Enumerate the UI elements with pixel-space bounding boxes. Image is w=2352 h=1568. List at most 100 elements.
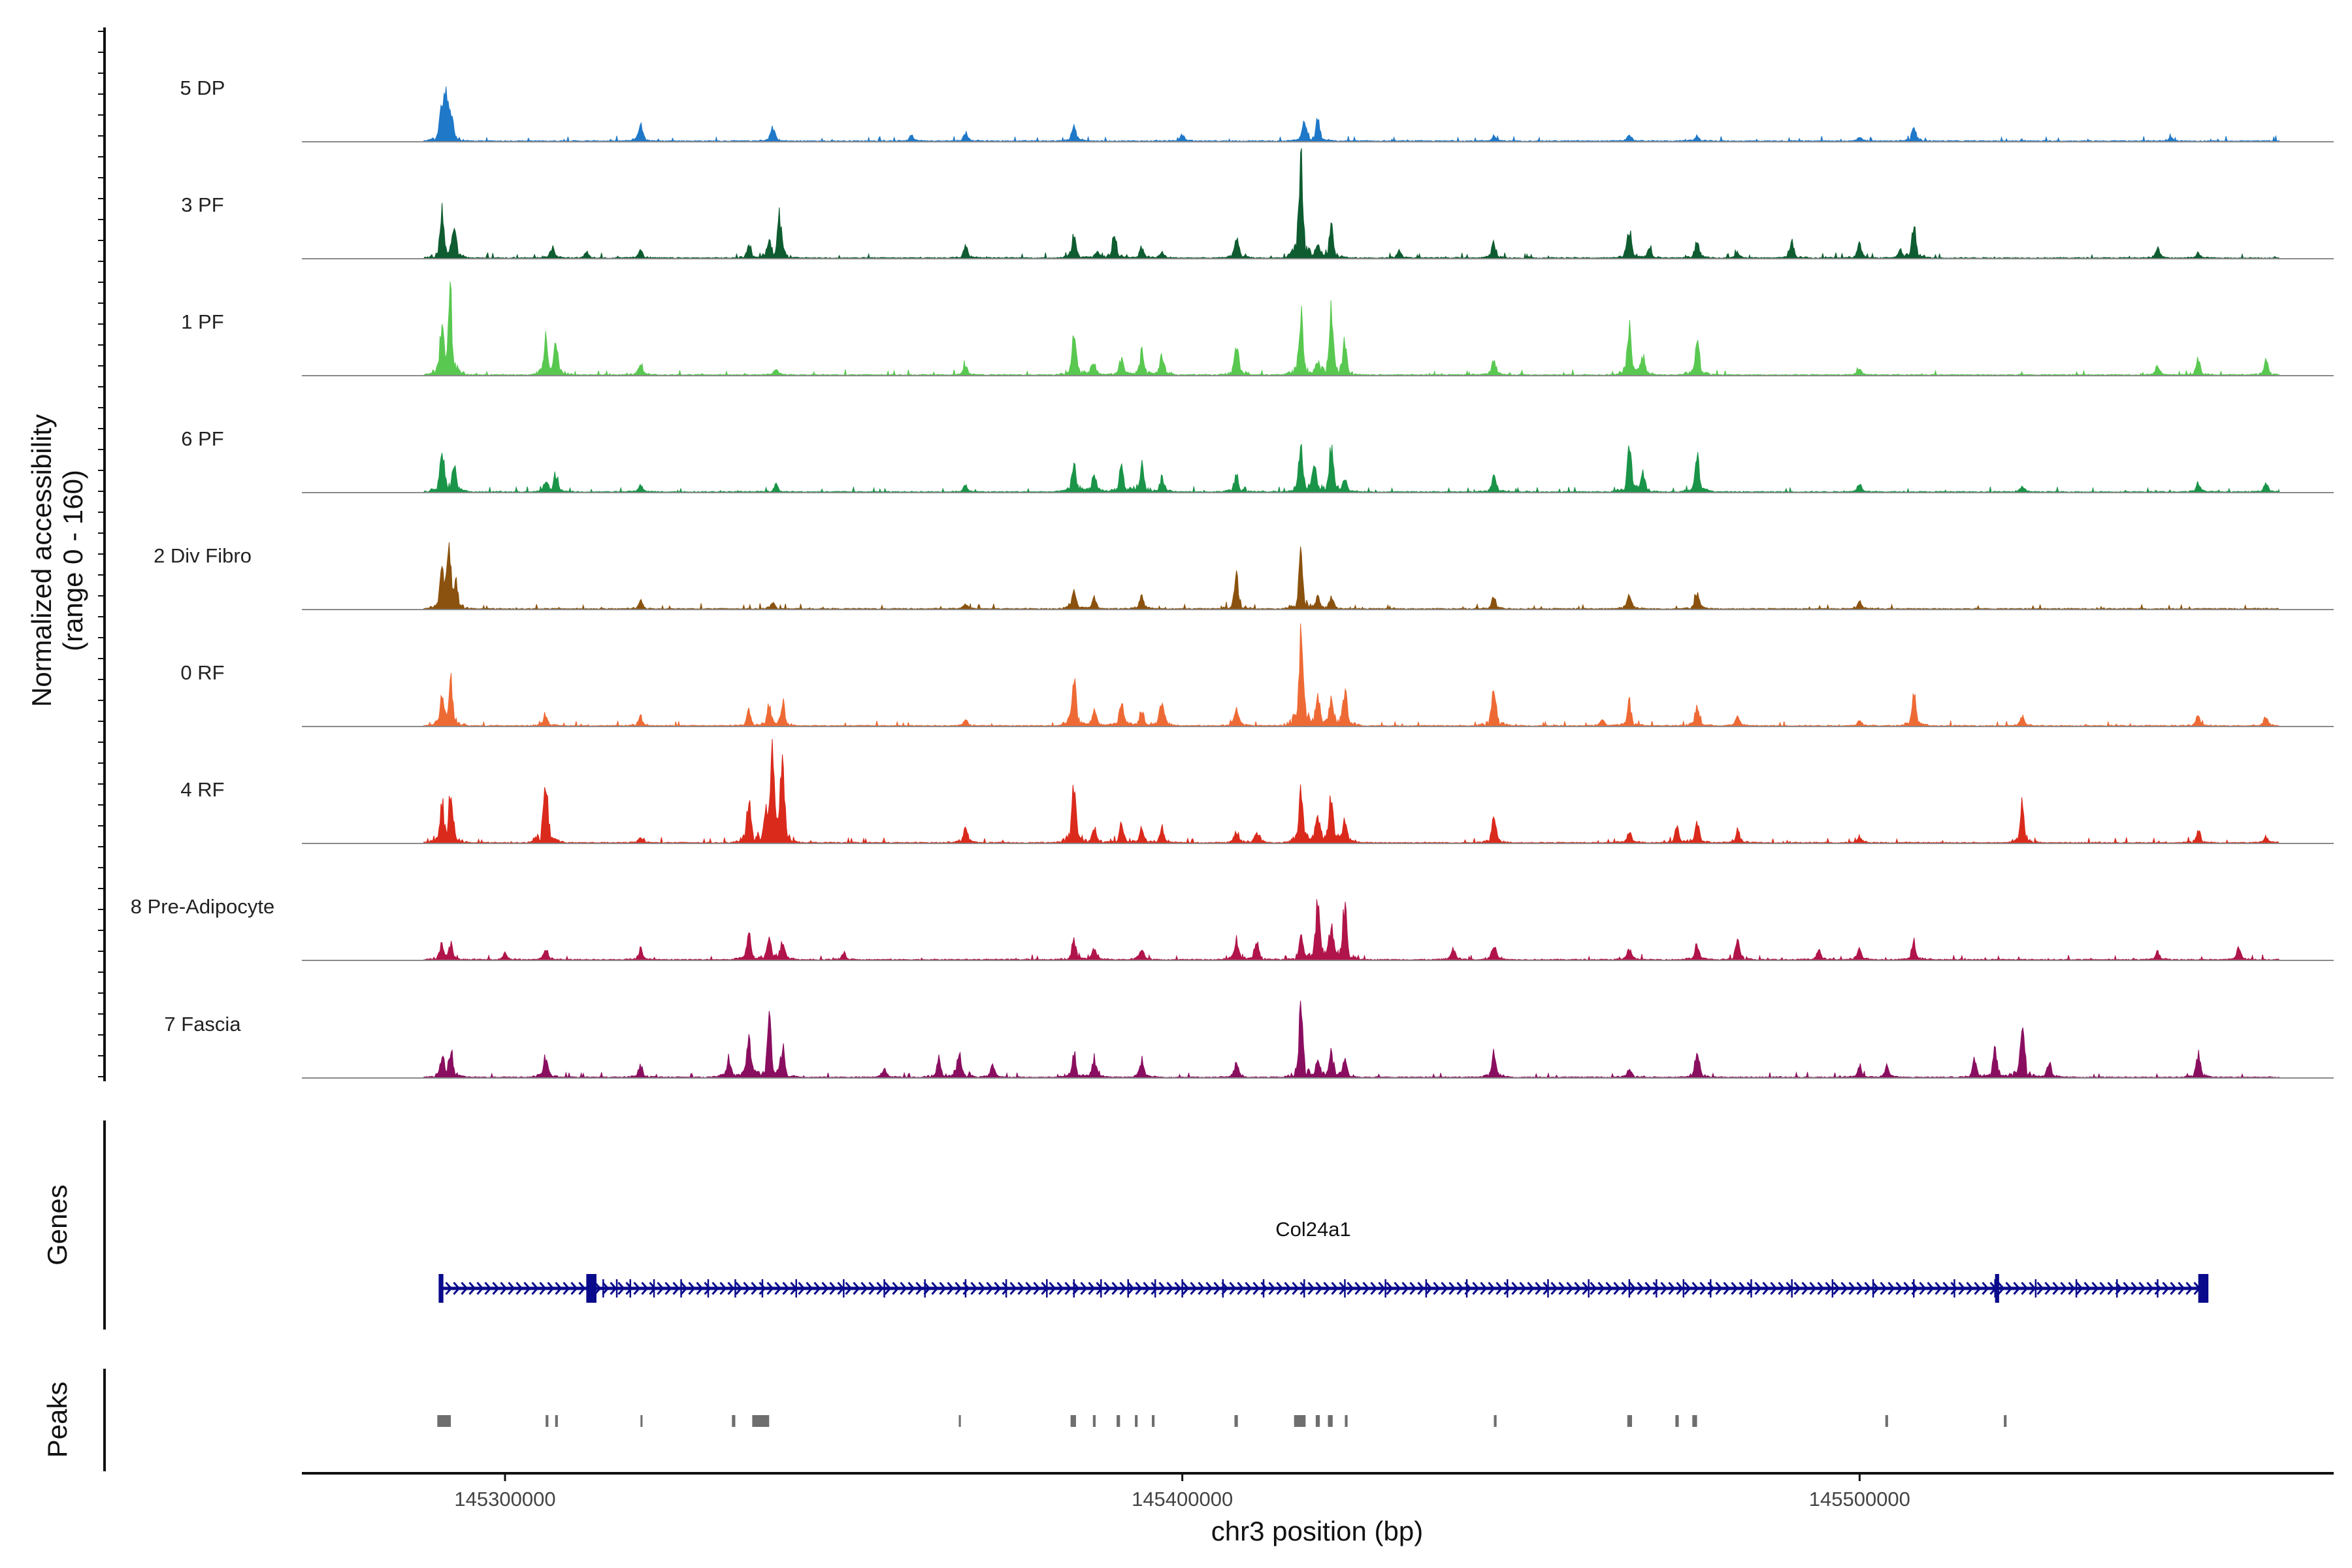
- strand-arrow: [1119, 1282, 1127, 1295]
- strand-arrow: [1668, 1282, 1676, 1295]
- track-1-pf: 1 PF: [181, 282, 2334, 376]
- strand-arrow: [704, 1282, 711, 1295]
- x-axis-ticks: 145300000 145400000 145500000: [454, 1473, 1910, 1511]
- coverage-area: [423, 148, 2281, 259]
- strand-arrow: [539, 1282, 547, 1295]
- gene-model-col24a1: [438, 1274, 2209, 1303]
- strand-arrow: [1151, 1282, 1158, 1295]
- strand-arrow: [1158, 1282, 1166, 1295]
- strand-arrow: [1684, 1282, 1691, 1295]
- strand-arrow: [1770, 1282, 1778, 1295]
- coverage-area: [423, 899, 2280, 961]
- track-label: 2 Div Fibro: [154, 544, 252, 567]
- strand-arrow: [1049, 1282, 1056, 1295]
- coverage-area: [423, 623, 2281, 727]
- peak-region: [640, 1415, 643, 1427]
- coverage-area: [423, 1000, 2281, 1079]
- strand-arrow: [1002, 1282, 1009, 1295]
- strand-arrow: [1872, 1282, 1880, 1295]
- strand-arrow: [1613, 1282, 1621, 1295]
- strand-arrow: [484, 1282, 492, 1295]
- coverage-area: [423, 282, 2280, 376]
- strand-arrow: [719, 1282, 727, 1295]
- strand-arrow: [2091, 1282, 2099, 1295]
- peak-region: [1152, 1415, 1155, 1427]
- strand-arrow: [1441, 1282, 1448, 1295]
- strand-arrow: [1433, 1282, 1441, 1295]
- strand-arrow: [500, 1282, 508, 1295]
- strand-arrow: [806, 1282, 813, 1295]
- strand-arrow: [1495, 1282, 1503, 1295]
- strand-arrow: [547, 1282, 555, 1295]
- strand-arrow: [1880, 1282, 1887, 1295]
- strand-arrow: [1558, 1282, 1566, 1295]
- strand-arrow: [1056, 1282, 1064, 1295]
- strand-arrow: [1887, 1282, 1895, 1295]
- strand-arrow: [1237, 1282, 1245, 1295]
- strand-arrow: [2146, 1282, 2154, 1295]
- coding-block: [1995, 1274, 1999, 1303]
- coverage-y-axis-ticks: [98, 31, 105, 1077]
- strand-arrow: [1605, 1282, 1613, 1295]
- peak-region: [1627, 1415, 1633, 1427]
- strand-arrow: [1778, 1282, 1786, 1295]
- strand-arrow: [515, 1282, 523, 1295]
- strand-arrow: [2036, 1282, 2044, 1295]
- strand-arrow: [1731, 1282, 1739, 1295]
- strand-arrow: [2178, 1282, 2185, 1295]
- peak-region: [546, 1415, 549, 1427]
- strand-arrow: [876, 1282, 884, 1295]
- strand-arrow: [1574, 1282, 1582, 1295]
- strand-arrow: [2076, 1282, 2083, 1295]
- strand-arrow: [1801, 1282, 1809, 1295]
- strand-arrow: [1409, 1282, 1417, 1295]
- strand-arrow: [680, 1282, 688, 1295]
- strand-arrow: [1417, 1282, 1425, 1295]
- strand-arrow: [1527, 1282, 1535, 1295]
- strand-arrow: [1370, 1282, 1378, 1295]
- strand-arrow: [1213, 1282, 1221, 1295]
- track-label: 6 PF: [181, 427, 223, 450]
- strand-arrow: [868, 1282, 876, 1295]
- strand-arrow: [1723, 1282, 1731, 1295]
- peak-region: [1328, 1415, 1333, 1427]
- strand-arrow: [1347, 1282, 1354, 1295]
- strand-arrow: [602, 1282, 610, 1295]
- peaks-panel-label: Peaks: [42, 1382, 73, 1458]
- x-tick-label: 145300000: [454, 1488, 555, 1511]
- strand-arrow: [1221, 1282, 1229, 1295]
- strand-arrow: [2013, 1282, 2021, 1295]
- x-tick-label: 145500000: [1809, 1488, 1910, 1511]
- strand-arrow: [727, 1282, 735, 1295]
- strand-arrow: [1848, 1282, 1856, 1295]
- peak-region: [1494, 1415, 1497, 1427]
- peak-region: [1315, 1415, 1320, 1427]
- strand-arrow: [1676, 1282, 1684, 1295]
- strand-arrow: [1072, 1282, 1080, 1295]
- strand-arrow: [1699, 1282, 1707, 1295]
- strand-arrow: [578, 1282, 586, 1295]
- strand-arrow: [892, 1282, 900, 1295]
- track-8-pre-adipocyte: 8 Pre-Adipocyte: [131, 895, 2334, 961]
- strand-arrow: [1621, 1282, 1629, 1295]
- peak-region: [1675, 1415, 1679, 1427]
- strand-arrow: [523, 1282, 531, 1295]
- strand-arrow: [751, 1282, 759, 1295]
- strand-arrow: [1958, 1282, 1966, 1295]
- strand-arrow: [476, 1282, 484, 1295]
- strand-arrow: [2170, 1282, 2178, 1295]
- track-7-fascia: 7 Fascia: [164, 1000, 2334, 1079]
- strand-arrow: [1597, 1282, 1605, 1295]
- strand-arrow: [994, 1282, 1002, 1295]
- strand-arrow: [1401, 1282, 1409, 1295]
- coding-block: [586, 1274, 596, 1303]
- strand-arrow: [696, 1282, 704, 1295]
- strand-arrow: [1307, 1282, 1315, 1295]
- strand-arrow: [1394, 1282, 1401, 1295]
- strand-arrow: [845, 1282, 853, 1295]
- coverage-area: [423, 444, 2280, 493]
- strand-arrow: [555, 1282, 563, 1295]
- strand-arrow: [821, 1282, 829, 1295]
- strand-arrow: [774, 1282, 782, 1295]
